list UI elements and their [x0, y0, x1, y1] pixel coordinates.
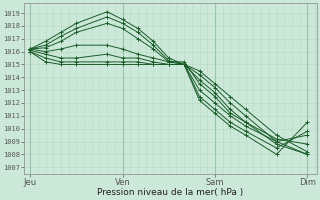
X-axis label: Pression niveau de la mer( hPa ): Pression niveau de la mer( hPa ): [97, 188, 244, 197]
